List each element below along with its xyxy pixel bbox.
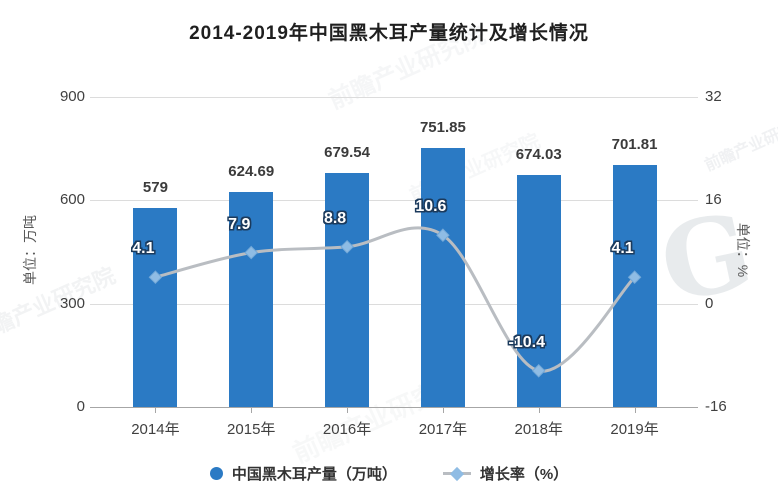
growth-point-marker <box>340 240 354 254</box>
bar-2014年 <box>133 207 178 407</box>
grid-line <box>90 200 698 202</box>
bar-2019年 <box>612 165 657 407</box>
right-axis-tick-0: 0 <box>705 294 714 312</box>
right-axis-tick-16: 16 <box>705 191 722 209</box>
x-axis-label-2016年: 2016年 <box>322 421 372 438</box>
bar-value-label: 751.85 <box>419 119 466 137</box>
x-axis-tick <box>538 408 540 413</box>
chart-title: 2014-2019年中国黑木耳产量统计及增长情况 <box>189 23 589 44</box>
line-series-marker-icon <box>442 466 471 481</box>
x-axis-label-2015年: 2015年 <box>227 421 276 438</box>
growth-value-label: 8.8 <box>323 209 347 227</box>
legend-item-production-label: 中国黑木耳产量（万吨） <box>231 466 397 483</box>
bar-value-label: 624.69 <box>228 162 275 180</box>
x-axis-tick <box>634 408 636 413</box>
growth-value-label: 4.1 <box>611 240 634 258</box>
growth-value-label: 7.9 <box>228 215 251 233</box>
growth-point-marker <box>531 364 546 378</box>
growth-point-marker <box>244 245 258 260</box>
left-axis-tick-300: 300 <box>59 294 85 312</box>
left-axis-tick-900: 900 <box>59 88 85 105</box>
right-axis-tick--16: -16 <box>705 398 727 415</box>
x-axis-label-2014年: 2014年 <box>131 421 180 438</box>
growth-value-label: 10.6 <box>415 198 447 216</box>
x-axis-label-2017年: 2017年 <box>418 421 468 438</box>
left-axis-tick-600: 600 <box>59 191 85 209</box>
x-axis-line <box>90 407 698 408</box>
legend: 中国黑木耳产量（万吨） 增长率（%） <box>0 463 778 484</box>
x-axis-label-2019年: 2019年 <box>610 421 659 438</box>
legend-item-production[interactable]: 中国黑木耳产量（万吨） <box>209 463 397 484</box>
bar-value-label: 674.03 <box>515 145 562 163</box>
x-axis-tick <box>347 408 349 413</box>
grid-line <box>90 97 698 98</box>
growth-point-marker <box>148 270 163 284</box>
legend-item-growth-rate[interactable]: 增长率（%） <box>442 463 569 484</box>
x-axis-tick <box>251 408 253 413</box>
bar-value-label: 679.54 <box>324 143 370 161</box>
bar-2016年 <box>325 172 370 407</box>
right-axis-tick-32: 32 <box>705 88 722 105</box>
growth-point-marker <box>436 228 450 242</box>
bar-series-marker-icon <box>209 467 223 480</box>
x-axis-tick <box>442 408 444 413</box>
x-axis-label-2018年: 2018年 <box>514 421 563 438</box>
growth-value-label: 4.1 <box>132 240 155 258</box>
bar-value-label: 579 <box>142 178 168 196</box>
grid-line <box>90 303 698 305</box>
growth-point-marker <box>627 270 642 284</box>
left-axis-tick-0: 0 <box>76 398 85 415</box>
bar-value-label: 701.81 <box>611 136 658 154</box>
bar-2015年 <box>229 191 274 407</box>
growth-value-label: -10.4 <box>508 333 545 351</box>
bar-2017年 <box>420 148 465 407</box>
legend-item-growth-rate-label: 增长率（%） <box>479 466 569 483</box>
x-axis-tick <box>155 408 157 413</box>
